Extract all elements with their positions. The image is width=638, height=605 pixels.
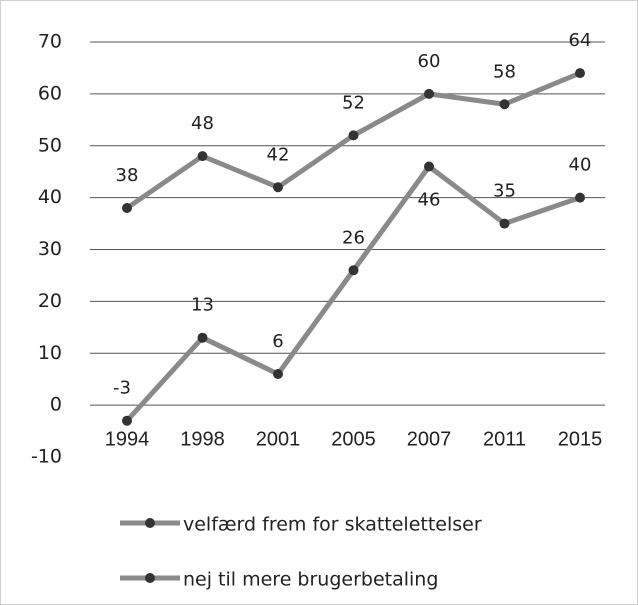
y-tick-label: 40 [38,186,62,208]
x-tick-label: 2001 [256,428,301,450]
y-tick-label: -10 [31,446,62,468]
data-label: 40 [569,155,592,176]
legend-label: velfærd frem for skattelettelser [183,514,482,536]
x-tick-label: 2007 [407,428,452,450]
data-point [122,415,132,426]
data-point [197,151,208,162]
y-tick-label: 20 [38,290,62,312]
x-tick-label: 1994 [105,428,150,450]
data-label: 46 [418,190,441,211]
legend-marker [145,518,155,528]
x-tick-label: 2011 [483,428,526,450]
data-point [499,99,510,110]
data-point [424,88,434,99]
data-label: 26 [342,227,365,248]
y-tick-label: 60 [38,82,62,104]
data-label: 48 [191,113,214,134]
data-point [499,218,510,229]
data-label: 52 [342,92,365,113]
data-point [273,369,283,379]
legend-marker [145,573,155,583]
data-point [273,182,283,193]
y-tick-label: 70 [38,31,62,53]
data-label: 42 [267,144,290,165]
x-tick-label: 2015 [558,428,603,450]
legend-label: nej til mere brugerbetaling [183,569,438,591]
data-label: -3 [113,378,131,399]
data-label: 35 [493,181,516,202]
data-point [424,161,434,172]
data-point [197,332,208,343]
data-label: 38 [116,165,139,186]
data-point [575,192,585,203]
x-tick-label: 1998 [180,428,225,450]
data-label: 13 [191,295,214,316]
y-tick-label: 10 [38,342,62,364]
data-label: 6 [272,331,283,352]
data-label: 64 [569,30,592,51]
data-label: 58 [493,61,516,82]
data-point [348,130,359,141]
data-point [348,265,359,276]
y-tick-label: 30 [38,238,62,260]
data-label: 60 [418,51,441,72]
y-tick-label: 50 [38,134,62,156]
data-point [122,203,132,213]
x-tick-label: 2005 [331,428,376,450]
data-point [575,68,585,79]
y-tick-label: 0 [50,394,62,416]
